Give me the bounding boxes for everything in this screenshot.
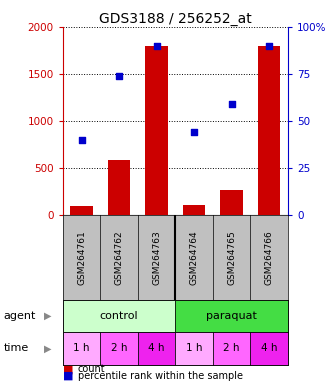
Text: 2 h: 2 h	[111, 343, 127, 354]
Bar	[145, 46, 168, 215]
Bar	[175, 332, 213, 365]
Text: ▶: ▶	[44, 311, 52, 321]
Bar	[258, 46, 280, 215]
Text: agent: agent	[3, 311, 36, 321]
Bar	[71, 206, 93, 215]
Text: GSM264765: GSM264765	[227, 230, 236, 285]
Text: ▶: ▶	[44, 343, 52, 354]
Bar	[63, 300, 175, 332]
Bar	[100, 332, 138, 365]
Text: ■: ■	[63, 364, 73, 374]
Text: count: count	[78, 364, 105, 374]
Text: 1 h: 1 h	[186, 343, 203, 354]
Bar	[183, 205, 206, 215]
Text: 4 h: 4 h	[261, 343, 277, 354]
Bar	[63, 332, 100, 365]
Bar	[138, 332, 175, 365]
Bar	[251, 332, 288, 365]
Point	[79, 137, 84, 143]
Bar	[213, 332, 251, 365]
Text: 2 h: 2 h	[223, 343, 240, 354]
Text: GSM264763: GSM264763	[152, 230, 161, 285]
Text: GSM264762: GSM264762	[115, 230, 124, 285]
Text: paraquat: paraquat	[206, 311, 257, 321]
Text: GSM264764: GSM264764	[190, 230, 199, 285]
Bar	[175, 300, 288, 332]
Point	[154, 43, 159, 49]
Text: 1 h: 1 h	[73, 343, 90, 354]
Text: time: time	[3, 343, 28, 354]
Text: GSM264766: GSM264766	[265, 230, 274, 285]
Point	[266, 43, 272, 49]
Title: GDS3188 / 256252_at: GDS3188 / 256252_at	[99, 12, 252, 26]
Text: GSM264761: GSM264761	[77, 230, 86, 285]
Point	[192, 129, 197, 135]
Point	[117, 73, 122, 79]
Text: 4 h: 4 h	[148, 343, 165, 354]
Bar	[108, 161, 130, 215]
Text: ■: ■	[63, 371, 73, 381]
Bar	[220, 190, 243, 215]
Text: control: control	[100, 311, 138, 321]
Point	[229, 101, 234, 107]
Text: percentile rank within the sample: percentile rank within the sample	[78, 371, 243, 381]
